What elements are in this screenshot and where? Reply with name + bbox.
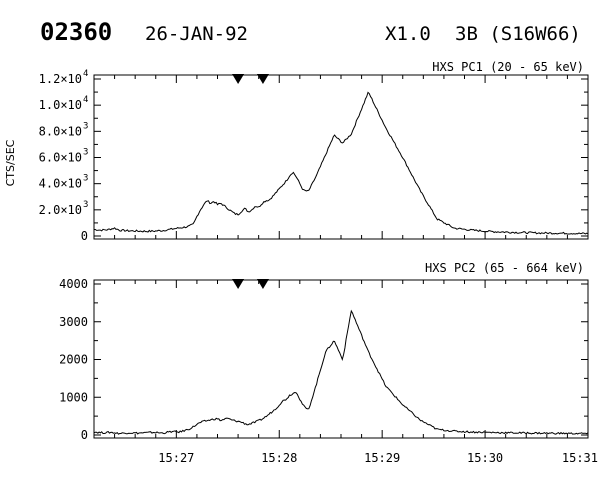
x-tick-label: 15:31	[562, 451, 598, 465]
series-pc2-line	[93, 309, 589, 435]
y-tick-label: 8.0×10	[39, 124, 82, 138]
y-tick-label: 3000	[59, 315, 88, 329]
y-tick-label: 2.0×10	[39, 203, 82, 217]
panel-pc2-y-ticks: 0 1000 2000 3000 4000	[59, 277, 588, 442]
interval-marker	[232, 279, 245, 289]
y-tick-label: 1.2×10	[39, 72, 82, 86]
panel-pc1-x-ticks	[93, 75, 589, 239]
panel-pc1-markers	[232, 74, 269, 84]
y-tick-label: 4000	[59, 277, 88, 291]
panel-pc1-frame	[93, 74, 589, 240]
panel-pc2: HXS PC2 (65 - 664 keV) 0 1000 2000 3000 4000	[59, 261, 589, 442]
x-tick-label: 15:30	[467, 451, 503, 465]
x-tick-label: 15:28	[261, 451, 297, 465]
y-tick-label: 6.0×10	[39, 151, 82, 165]
y-tick-label: 1000	[59, 390, 88, 404]
y-tick-exponent: 4	[83, 95, 88, 105]
interval-marker	[256, 74, 269, 84]
x-axis-tick-labels: 15:27 15:28 15:29 15:30 15:31	[158, 451, 598, 465]
panel-pc2-frame	[93, 279, 589, 439]
panel-pc2-markers	[232, 279, 269, 289]
panel-pc2-x-ticks	[93, 280, 589, 438]
flare-class: X1.0	[385, 23, 431, 45]
y-tick-exponent: 4	[83, 69, 88, 79]
panel-pc1-label: HXS PC1 (20 - 65 keV)	[432, 60, 584, 74]
event-date: 26-JAN-92	[145, 23, 248, 45]
y-tick-label: 0	[81, 229, 88, 243]
y-tick-exponent: 3	[83, 148, 88, 158]
panel-pc1: HXS PC1 (20 - 65 keV) CTS/SEC 02.0×10 34.…	[4, 60, 589, 243]
y-tick-label: 4.0×10	[39, 177, 82, 191]
y-tick-label: 2000	[59, 353, 88, 367]
y-tick-label: 1.0×10	[39, 98, 82, 112]
y-tick-exponent: 3	[83, 174, 88, 184]
event-id: 02360	[40, 18, 112, 46]
y-tick-exponent: 3	[83, 121, 88, 131]
panel-pc2-label: HXS PC2 (65 - 664 keV)	[425, 261, 584, 275]
optical-class-location: 3B (S16W66)	[455, 23, 581, 45]
x-tick-label: 15:27	[158, 451, 194, 465]
interval-marker	[232, 74, 245, 84]
y-axis-label: CTS/SEC	[4, 139, 17, 186]
panel-pc1-y-ticks: 02.0×10 34.0×10 36.0×10 38.0×10 31.0×10 41.2×…	[39, 69, 588, 243]
series-pc1-line	[94, 91, 589, 235]
y-tick-exponent: 3	[83, 200, 88, 210]
interval-marker	[256, 279, 269, 289]
y-tick-label: 0	[81, 428, 88, 442]
x-tick-label: 15:29	[364, 451, 400, 465]
